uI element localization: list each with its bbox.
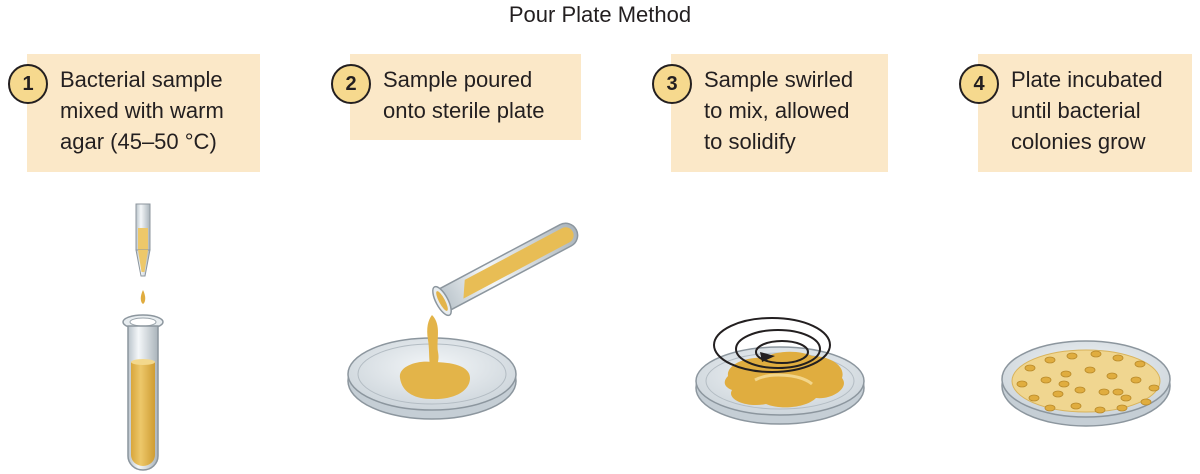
agar-stream <box>427 315 439 370</box>
step-4-description: Plate incubated until bacterial colonies… <box>1011 64 1163 157</box>
step-2-label-box <box>350 54 581 140</box>
step-2-line-1: Sample poured <box>383 67 533 92</box>
colony-24 <box>1058 380 1070 388</box>
swirl-arrow-icon <box>713 317 831 373</box>
colony-7 <box>1016 380 1028 388</box>
bacterial-colonies <box>1016 350 1160 414</box>
colony-10 <box>1084 366 1096 374</box>
colony-12 <box>1130 376 1142 384</box>
colony-19 <box>1140 398 1152 406</box>
step-1-line-1: Bacterial sample <box>60 67 223 92</box>
step-4-number: 4 <box>959 64 999 104</box>
colony-11 <box>1106 372 1118 380</box>
colony-3 <box>1066 352 1078 360</box>
colony-9 <box>1060 370 1072 378</box>
step-4-label-box <box>978 54 1192 172</box>
step-3-line-1: Sample swirled <box>704 67 854 92</box>
step-4-line-1: Plate incubated <box>1011 67 1163 92</box>
step-1-pipette-icon <box>135 203 151 277</box>
step-3-line-2: to mix, allowed <box>704 98 850 123</box>
colony-4 <box>1090 350 1102 358</box>
step-3-description: Sample swirled to mix, allowed to solidi… <box>704 64 853 157</box>
step-1-number: 1 <box>8 64 48 104</box>
step-4-line-2: until bacterial <box>1011 98 1141 123</box>
step-4-line-3: colonies grow <box>1011 129 1146 154</box>
colony-17 <box>1098 388 1110 396</box>
colony-1 <box>1024 364 1036 372</box>
colony-14 <box>1028 394 1040 402</box>
colony-5 <box>1112 354 1124 362</box>
step-3-number: 3 <box>652 64 692 104</box>
diagram-title: Pour Plate Method <box>508 2 692 27</box>
colony-15 <box>1052 390 1064 398</box>
step-2-description: Sample poured onto sterile plate <box>383 64 544 126</box>
step-1-label-box <box>27 54 260 172</box>
step-3-line-3: to solidify <box>704 129 796 154</box>
colony-21 <box>1070 402 1082 410</box>
agar-highlight <box>754 373 813 386</box>
step-2-line-2: onto sterile plate <box>383 98 545 123</box>
step-1-test-tube-icon <box>122 314 164 471</box>
colony-13 <box>1148 384 1160 392</box>
poured-agar-pool <box>399 361 470 400</box>
agar-drop-icon <box>140 290 146 304</box>
colony-2 <box>1044 356 1056 364</box>
step-2-test-tube-icon <box>432 222 579 317</box>
colony-22 <box>1094 406 1106 414</box>
colony-8 <box>1040 376 1052 384</box>
colony-23 <box>1116 404 1128 412</box>
colony-16 <box>1074 386 1086 394</box>
colony-20 <box>1044 404 1056 412</box>
step-2-number: 2 <box>331 64 371 104</box>
step-1-line-3: agar (45–50 °C) <box>60 129 217 154</box>
step-1-line-2: mixed with warm <box>60 98 224 123</box>
colony-18 <box>1120 394 1132 402</box>
step-3-label-box <box>671 54 888 172</box>
step-1-description: Bacterial sample mixed with warm agar (4… <box>60 64 224 157</box>
colony-25 <box>1112 388 1124 396</box>
colony-6 <box>1134 360 1146 368</box>
